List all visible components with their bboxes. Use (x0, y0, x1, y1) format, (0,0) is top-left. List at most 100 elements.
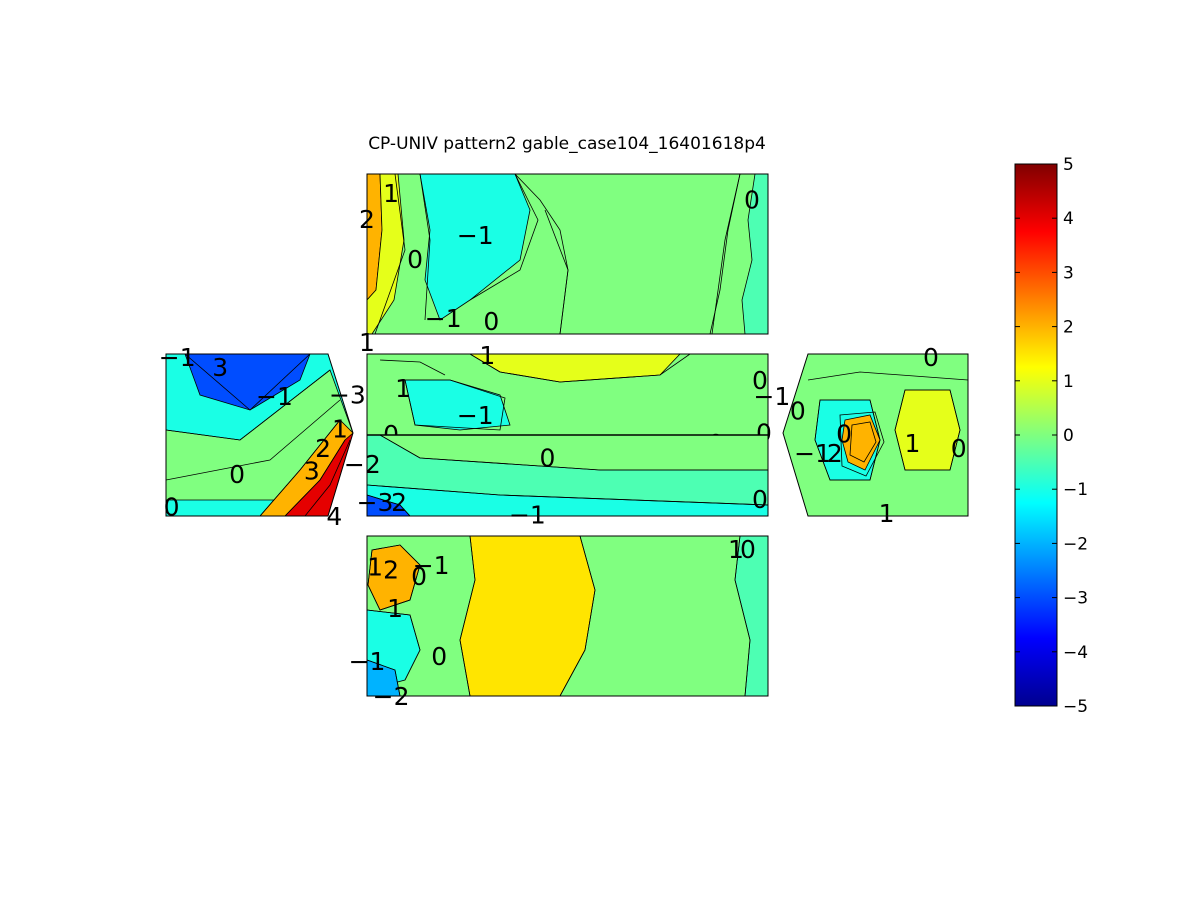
colorbar-tick-label: 1 (1063, 372, 1074, 392)
contour-line (379, 435, 768, 471)
chart-title: CP-UNIV pattern2 gable_case104_16401618p… (368, 134, 766, 154)
contour-label: 2 (827, 439, 843, 468)
contour-label: −1 (159, 343, 196, 372)
contour-label: −1 (425, 304, 462, 333)
bottom-face-panel: 1 2 0−11−1 0−210 (349, 535, 769, 711)
top-face-panel: 12−100−1 01 (359, 173, 769, 357)
contour-label: 0 (836, 419, 852, 448)
contour-label: 2 (359, 205, 375, 234)
contour-line (839, 411, 885, 477)
contour-label: 0 (752, 366, 768, 395)
contour-label: 1 (387, 594, 403, 623)
contour-line (459, 536, 476, 696)
contour-label: 1 (728, 535, 744, 564)
contour-label: 0 (431, 642, 447, 671)
contour-label: 1 (479, 341, 495, 370)
panel-outline (366, 535, 769, 697)
contour-line (284, 439, 346, 516)
contour-label: −1 (753, 382, 790, 411)
contour-line (469, 174, 539, 301)
contour-line (304, 439, 351, 516)
contour-line (367, 609, 421, 681)
contour-line (559, 536, 596, 696)
contour-label: 1 (332, 415, 348, 444)
contour-label: −1 (794, 439, 831, 468)
contour-label: −1 (509, 500, 546, 529)
contour-label: 0 (229, 460, 245, 489)
contour-label: 3 (212, 353, 228, 382)
contour-line (367, 659, 401, 696)
contour-line (544, 209, 569, 334)
contour-label: 1 (359, 328, 375, 357)
contour-label: 1 (383, 179, 399, 208)
contour-line (404, 379, 506, 431)
contour-label: 0 (407, 245, 423, 274)
contour-label: 1 (367, 552, 383, 581)
contour-line (184, 354, 311, 411)
contour-line (367, 544, 421, 611)
contour-label: 1 (905, 429, 921, 458)
contour-line (849, 421, 877, 463)
contour-label: −1 (256, 382, 293, 411)
colorbar-tick-label: −5 (1063, 697, 1088, 717)
contour-line (734, 536, 751, 696)
contour-line (419, 174, 431, 321)
contour-line (469, 354, 691, 383)
contour-line (259, 419, 341, 516)
contour-region-right-edge-strip (741, 174, 768, 334)
right-gable-panel: 0−100−12 1 01 (753, 343, 969, 528)
contour-label: −1 (413, 551, 450, 580)
contour-label: 0 (411, 562, 427, 591)
colorbar-tick-label: 5 (1063, 155, 1074, 175)
colorbar-tick-label: −4 (1063, 643, 1088, 663)
colorbar-tick-label: 2 (1063, 318, 1074, 338)
colorbar: −5 −4 −3 −2 −1 0 1 2 3 4 5 (1014, 155, 1088, 717)
contour-label: 2 (383, 556, 399, 585)
contour-label: 0 (752, 485, 768, 514)
contour-label: 4 (326, 502, 342, 531)
contour-line (379, 359, 446, 376)
contour-label: 2 (315, 434, 331, 463)
front-face-lower-panel: 0 −1 −32 0 (357, 434, 769, 529)
contour-line (711, 174, 741, 334)
colorbar-tick-label: −3 (1063, 589, 1088, 609)
colorbar-tick-label: 0 (1063, 426, 1074, 446)
contour-line (894, 389, 961, 471)
colorbar-gradient (1014, 163, 1058, 707)
panel-outline (782, 353, 969, 517)
contour-label: 0 (164, 492, 180, 521)
contour-line (166, 369, 331, 441)
panel-outline (165, 353, 354, 517)
contour-label: −3 (329, 381, 366, 410)
colorbar-tick-label: −1 (1063, 480, 1088, 500)
contour-label: −1 (349, 647, 386, 676)
contour-label: 3 (304, 457, 320, 486)
contour-label: 0 (740, 535, 756, 564)
colorbar-tick-label: 4 (1063, 209, 1074, 229)
contour-line (367, 484, 768, 506)
contour-label: −3 (357, 488, 394, 517)
front-face-upper-panel: 11−10000 (366, 341, 772, 458)
contour-label: 0 (744, 186, 760, 215)
contour-label: 0 (483, 307, 499, 336)
contour-label: 1 (395, 374, 411, 403)
contour-line (814, 399, 881, 481)
colorbar-ticks: −5 −4 −3 −2 −1 0 1 2 3 4 5 (1015, 155, 1088, 717)
contour-label: 0 (951, 434, 967, 463)
colorbar-tick-label: 3 (1063, 263, 1074, 283)
contour-line (367, 494, 411, 516)
contour-label: 0 (539, 444, 555, 473)
panel-outline (366, 173, 769, 335)
contour-label: −1 (457, 221, 494, 250)
contour-region-left-band (367, 174, 405, 334)
contour-line (166, 399, 341, 481)
contour-line (374, 174, 406, 334)
contour-panels: 12−100−10111−100000−1−320−13−1−312−23004… (159, 173, 969, 711)
contour-label: 1 (879, 499, 895, 528)
contour-label: 2 (391, 488, 407, 517)
contour-label: 0 (790, 397, 806, 426)
contour-region-upper-lobe (184, 354, 311, 411)
contour-label: 0 (923, 343, 939, 372)
contour-line (807, 371, 968, 381)
